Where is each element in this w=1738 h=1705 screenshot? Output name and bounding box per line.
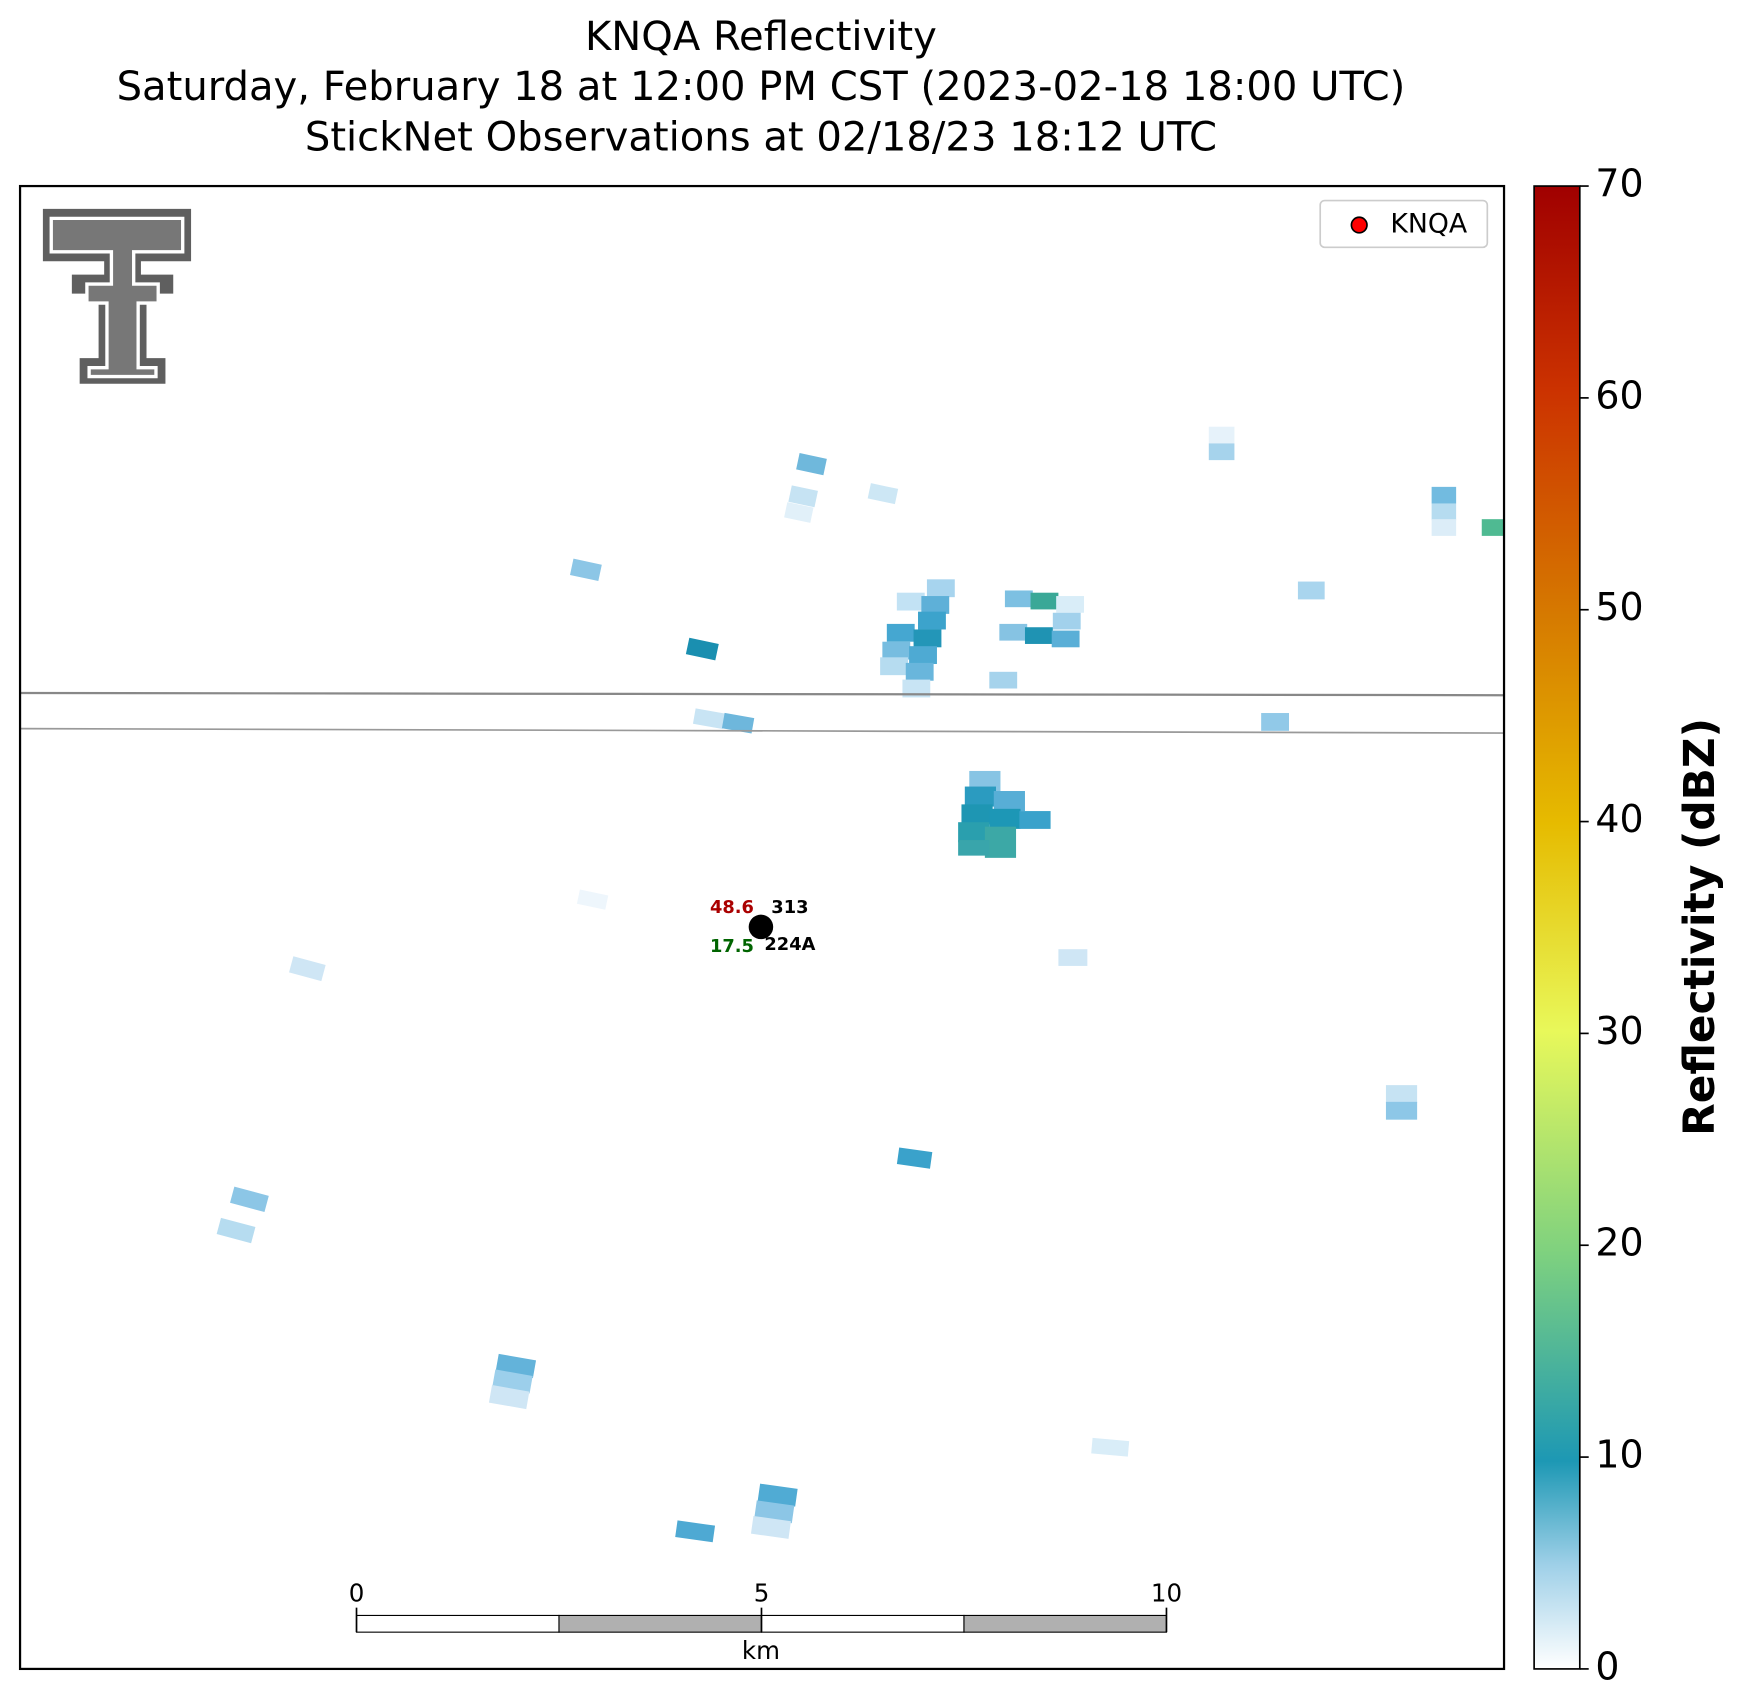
title: Saturday, February 18 at 12:00 PM CST (2… (117, 64, 1406, 110)
legend-label: KNQA (1390, 209, 1468, 240)
logo (39, 205, 195, 388)
figure: KNQA Reflectivity Saturday, February 18 … (18, 14, 1724, 1688)
legend (1319, 199, 1489, 249)
map-frame (18, 184, 1506, 1671)
colorbar-label: Reflectivity (dBZ) (1675, 718, 1724, 1136)
colorbar (1533, 185, 1581, 1670)
scale-tick-label: 0 (349, 1578, 365, 1607)
station-marker (748, 914, 774, 940)
title: KNQA Reflectivity (585, 14, 937, 60)
scale-tick-label: 5 (754, 1578, 770, 1607)
station-temperature: 48.6 (710, 897, 754, 918)
scale-segment (963, 1614, 1168, 1633)
colorbar-tick-label: 10 (1595, 1433, 1643, 1477)
scale-tick-label: 10 (1151, 1578, 1182, 1607)
station-id: 224A (764, 934, 815, 955)
scale-segment (355, 1614, 560, 1633)
legend-marker (1350, 216, 1368, 234)
boundary-line (20, 691, 1505, 697)
scale-segment (558, 1614, 763, 1633)
scale-segment (760, 1614, 965, 1633)
colorbar-tick-label: 40 (1595, 797, 1643, 841)
station-dewpoint: 17.5 (710, 936, 754, 957)
scale-unit: km (742, 1636, 780, 1665)
colorbar-tick-label: 20 (1595, 1221, 1643, 1265)
station-wind: 313 (771, 897, 808, 918)
colorbar-tick-label: 30 (1595, 1009, 1643, 1053)
title: StickNet Observations at 02/18/23 18:12 … (305, 114, 1217, 160)
colorbar-tick-label: 50 (1595, 585, 1643, 629)
boundary-line (20, 727, 1505, 734)
radar-cells (216, 426, 1505, 1543)
colorbar-tick-label: 0 (1595, 1644, 1619, 1688)
colorbar-tick-label: 60 (1595, 373, 1643, 417)
colorbar-tick-label: 70 (1595, 162, 1643, 206)
